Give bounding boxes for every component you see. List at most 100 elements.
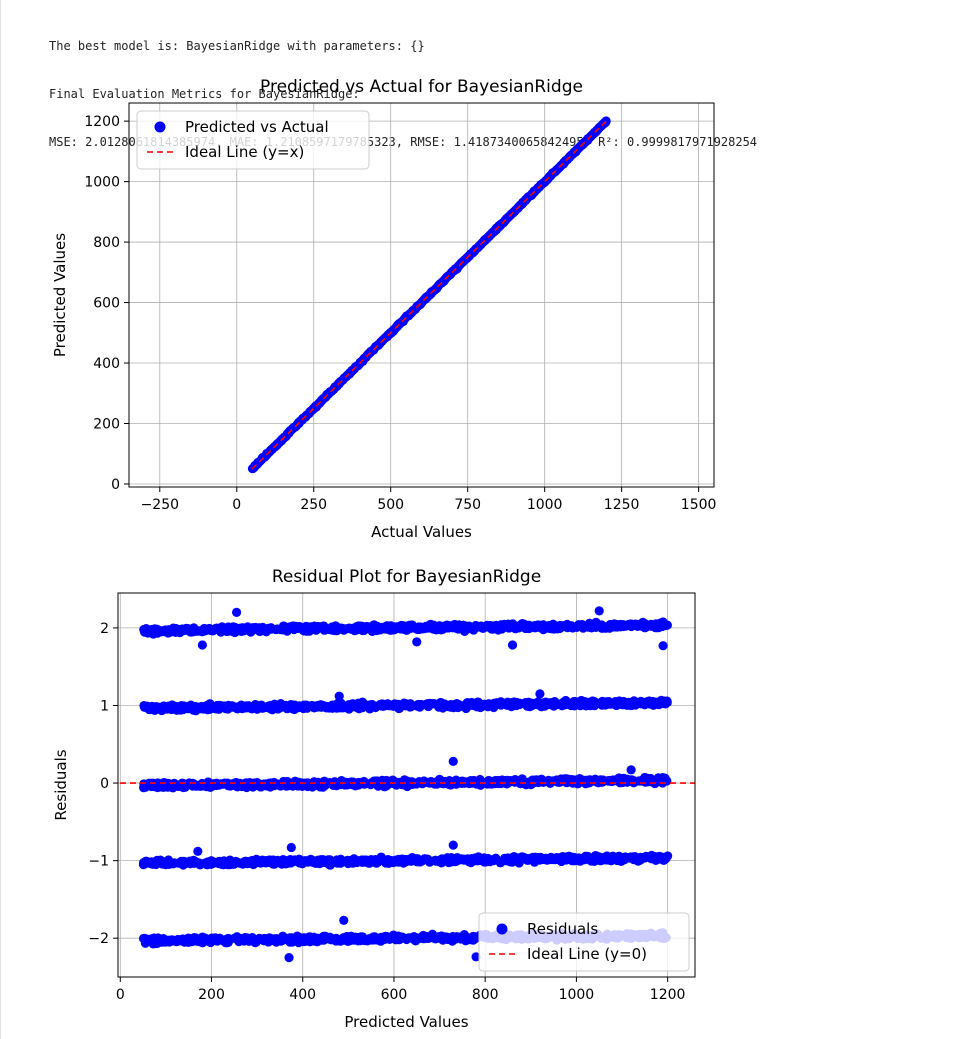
x-tick-label: 1200 — [650, 987, 686, 1003]
data-point — [423, 854, 433, 864]
x-tick-label: 750 — [454, 497, 481, 513]
data-point — [521, 853, 532, 864]
x-tick-label: −250 — [141, 497, 179, 513]
data-point — [445, 621, 455, 631]
data-point — [604, 853, 614, 864]
data-point — [626, 621, 636, 632]
data-point — [508, 776, 518, 786]
data-point — [334, 778, 344, 788]
y-tick-label: 200 — [93, 417, 120, 433]
data-point — [189, 626, 199, 637]
x-tick-label: 400 — [289, 987, 316, 1003]
data-point — [473, 699, 483, 709]
data-point — [277, 859, 287, 869]
outlier-point — [594, 606, 604, 616]
y-tick-label: 0 — [100, 776, 109, 792]
data-point — [289, 624, 299, 635]
chart-title: Residual Plot for BayesianRidge — [272, 567, 541, 587]
data-point — [349, 935, 359, 945]
x-tick-label: 0 — [232, 497, 241, 513]
data-point — [622, 774, 633, 784]
y-tick-label: 600 — [93, 296, 120, 312]
data-point — [438, 935, 448, 945]
y-tick-label: 1 — [100, 698, 109, 714]
data-point — [484, 855, 494, 865]
data-point — [460, 933, 470, 943]
data-point — [175, 628, 185, 638]
data-point — [206, 625, 216, 635]
data-point — [281, 702, 291, 713]
legend-marker-points — [154, 121, 166, 133]
outlier-point — [448, 756, 458, 766]
x-tick-label: 1000 — [559, 987, 595, 1003]
data-point — [592, 854, 602, 864]
x-tick-label: 500 — [377, 497, 404, 513]
data-point — [278, 780, 289, 790]
data-point — [648, 696, 658, 707]
data-point — [393, 778, 403, 788]
data-point — [591, 622, 601, 632]
legend-label: Residuals — [527, 920, 598, 938]
data-point — [307, 622, 317, 632]
data-point — [617, 853, 627, 863]
data-point — [138, 860, 149, 870]
data-point — [471, 856, 481, 866]
data-point — [654, 623, 664, 633]
data-point — [639, 619, 649, 630]
data-point — [290, 934, 300, 944]
x-tick-label: 800 — [472, 987, 499, 1003]
data-point — [414, 776, 424, 787]
outlier-point — [197, 640, 207, 650]
outlier-point — [193, 846, 203, 856]
data-point — [261, 934, 272, 944]
data-point — [399, 622, 409, 632]
data-point — [384, 778, 394, 788]
data-point — [278, 935, 288, 945]
data-point — [261, 627, 271, 637]
data-point — [597, 700, 607, 710]
x-tick-label: 600 — [381, 987, 408, 1003]
data-point — [424, 933, 434, 944]
data-point — [141, 935, 151, 945]
x-tick-label: 200 — [198, 987, 225, 1003]
data-point — [431, 622, 441, 632]
legend-label: Ideal Line (y=0) — [527, 945, 647, 963]
data-point — [236, 624, 247, 634]
data-point — [175, 705, 186, 715]
y-axis-label: Predicted Values — [51, 233, 69, 357]
data-point — [641, 776, 651, 786]
data-point — [517, 777, 528, 787]
data-point — [529, 698, 539, 709]
data-point — [646, 852, 656, 863]
outlier-point — [231, 607, 242, 617]
outlier-point — [448, 840, 458, 850]
data-point — [326, 858, 336, 868]
data-point — [256, 700, 266, 710]
data-point — [142, 703, 153, 713]
data-point — [267, 855, 278, 865]
data-point — [436, 855, 446, 865]
cell-border — [0, 0, 1, 1039]
outlier-point — [286, 842, 296, 853]
data-point — [350, 623, 360, 633]
data-point — [405, 702, 415, 712]
legend: Residuals Ideal Line (y=0) — [478, 912, 690, 972]
data-point — [240, 702, 250, 713]
outlier-point — [334, 691, 344, 701]
x-tick-label: 1000 — [527, 497, 563, 513]
data-point — [215, 702, 225, 713]
data-point — [226, 625, 236, 635]
data-point — [240, 932, 250, 943]
data-point — [549, 699, 559, 709]
data-point — [223, 859, 233, 870]
data-point — [509, 699, 519, 709]
data-point — [452, 932, 462, 942]
data-point — [241, 778, 251, 788]
y-tick-label: 800 — [93, 235, 120, 251]
data-point — [552, 623, 562, 633]
data-point — [147, 858, 157, 868]
chart-title: Predicted vs Actual for BayesianRidge — [260, 77, 583, 97]
data-point — [335, 935, 345, 946]
data-point — [303, 778, 313, 789]
